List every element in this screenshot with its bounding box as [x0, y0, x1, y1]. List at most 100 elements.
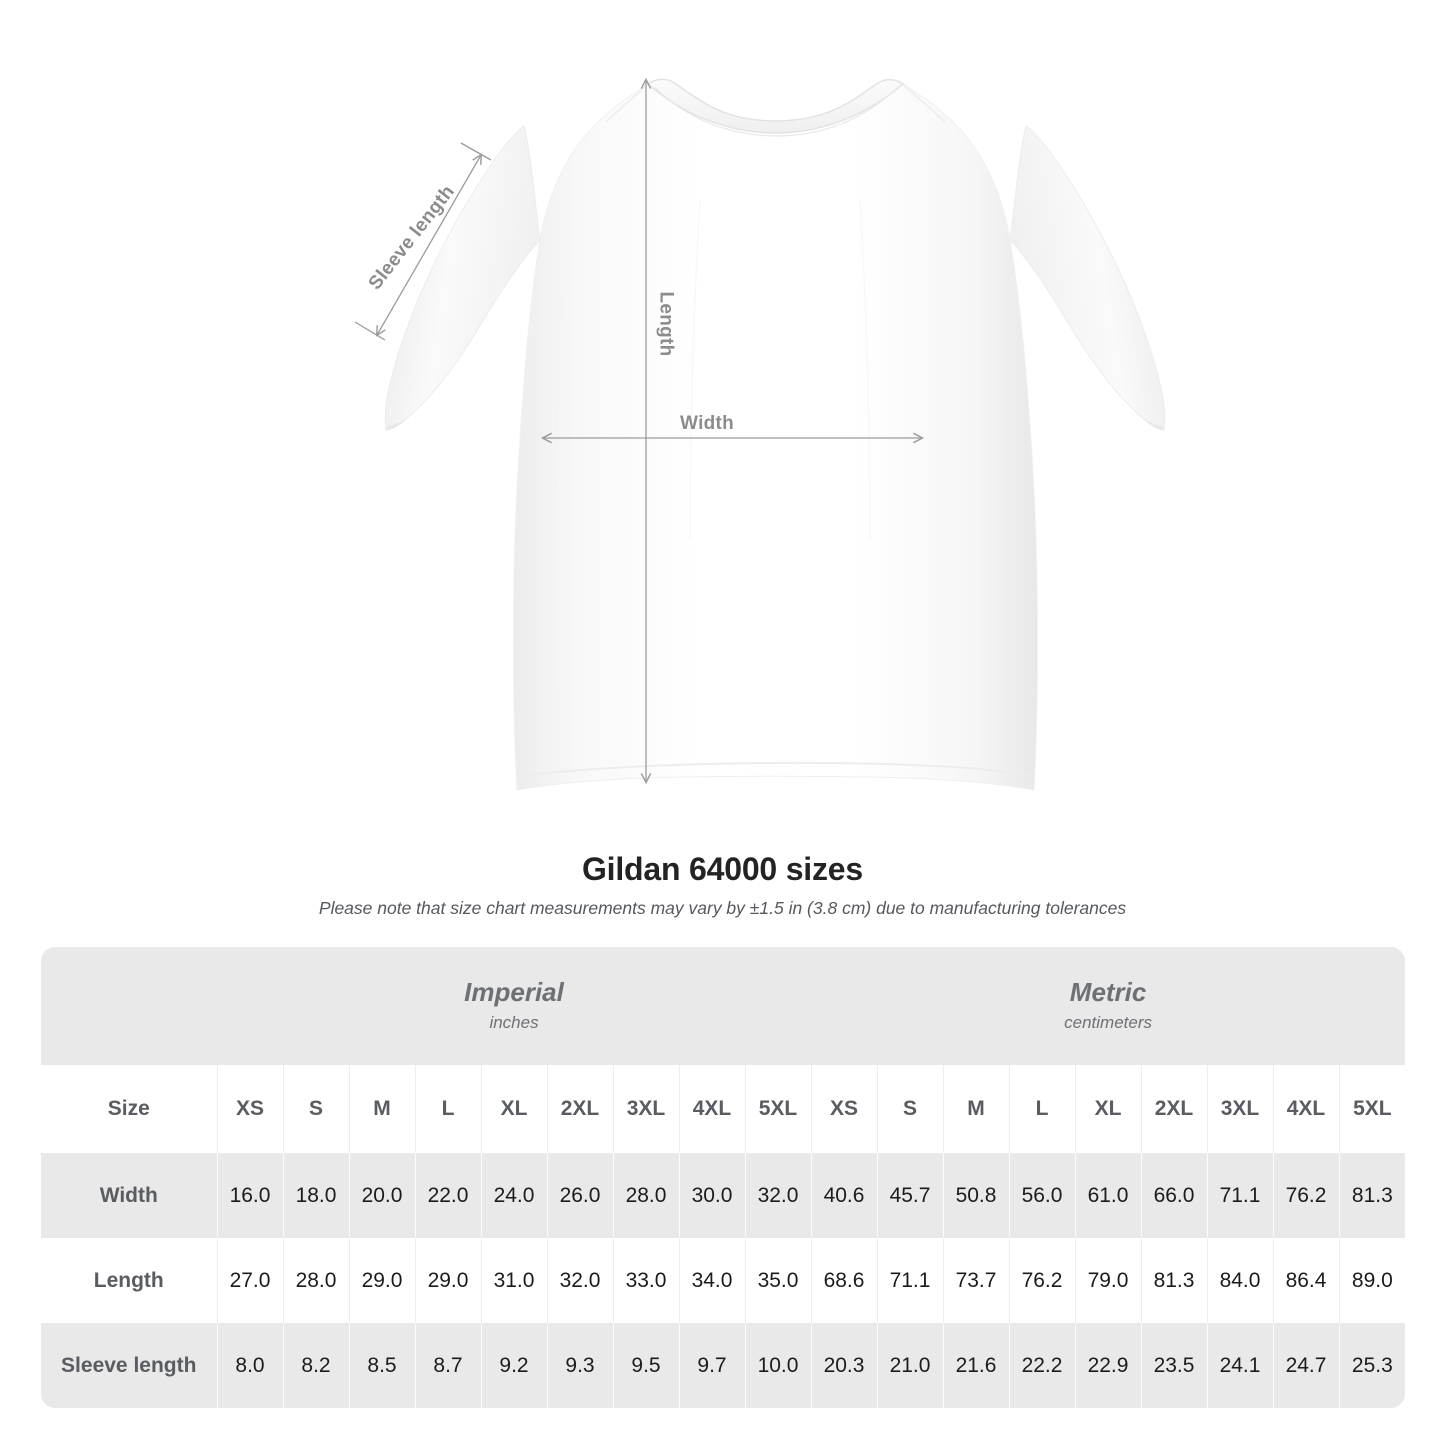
size-column-header: M: [348, 1065, 415, 1153]
table-cell: 9.2: [480, 1323, 547, 1408]
table-cell: 86.4: [1272, 1238, 1340, 1323]
row-label: Length: [41, 1238, 217, 1323]
table-cell: 16.0: [216, 1153, 283, 1238]
table-cell: 24.0: [480, 1153, 547, 1238]
shirt-left-sleeve: [384, 125, 541, 431]
unit-group-metric-sub: centimeters: [1064, 1013, 1153, 1033]
row-label: Width: [41, 1153, 217, 1238]
table-cell: 28.0: [612, 1153, 679, 1238]
table-cell: 21.6: [942, 1323, 1010, 1408]
table-cell: 71.1: [876, 1238, 944, 1323]
table-cell: 81.3: [1140, 1238, 1208, 1323]
table-cell: 26.0: [546, 1153, 613, 1238]
size-column-header: L: [1008, 1065, 1076, 1153]
length-label: Length: [655, 291, 677, 357]
size-column-header: M: [942, 1065, 1010, 1153]
table-row: Length 27.0 28.0 29.0 29.0 31.0 32.0 33.0 34.0 3…: [41, 1238, 1406, 1323]
size-column-header: XL: [1074, 1065, 1142, 1153]
shirt-right-sleeve: [1009, 125, 1166, 431]
table-cell: 20.3: [810, 1323, 878, 1408]
table-cell: 40.6: [810, 1153, 878, 1238]
size-column-header: S: [282, 1065, 349, 1153]
size-column-header: 3XL: [1206, 1065, 1274, 1153]
size-column-header: 4XL: [678, 1065, 745, 1153]
table-cell: 21.0: [876, 1323, 944, 1408]
size-column-header: S: [876, 1065, 944, 1153]
size-chart-table-wrapper: Imperial inches Metric centimeters Size …: [41, 947, 1406, 1408]
table-cell: 76.2: [1272, 1153, 1340, 1238]
shirt-collar: [646, 78, 905, 137]
table-cell: 29.0: [348, 1238, 415, 1323]
table-cell: 10.0: [744, 1323, 812, 1408]
table-cell: 76.2: [1008, 1238, 1076, 1323]
table-cell: 89.0: [1338, 1238, 1406, 1323]
size-column-header: L: [414, 1065, 481, 1153]
size-header-label: Size: [41, 1065, 217, 1153]
unit-group-imperial-sub: inches: [489, 1013, 539, 1033]
tshirt-diagram: Sleeve length Length Width: [354, 77, 1166, 791]
table-cell: 28.0: [282, 1238, 349, 1323]
table-row: Width 16.0 18.0 20.0 22.0 24.0 26.0 28.0 30.0 32…: [41, 1153, 1406, 1238]
table-cell: 30.0: [678, 1153, 745, 1238]
table-cell: 22.0: [414, 1153, 481, 1238]
table-cell: 9.5: [612, 1323, 679, 1408]
table-cell: 8.7: [414, 1323, 481, 1408]
table-cell: 25.3: [1338, 1323, 1406, 1408]
table-cell: 23.5: [1140, 1323, 1208, 1408]
shirt-body-shape: [512, 83, 1039, 791]
table-cell: 56.0: [1008, 1153, 1076, 1238]
table-cell: 24.1: [1206, 1323, 1274, 1408]
table-cell: 29.0: [414, 1238, 481, 1323]
table-cell: 50.8: [942, 1153, 1010, 1238]
unit-corner-spacer: [41, 947, 217, 1065]
table-cell: 84.0: [1206, 1238, 1274, 1323]
table-cell: 8.2: [282, 1323, 349, 1408]
table-cell: 35.0: [744, 1238, 812, 1323]
unit-group-imperial-name: Imperial: [464, 976, 564, 1007]
row-label: Sleeve length: [41, 1323, 217, 1408]
width-label: Width: [680, 413, 735, 434]
table-cell: 22.2: [1008, 1323, 1076, 1408]
size-column-header: 5XL: [744, 1065, 812, 1153]
table-cell: 27.0: [216, 1238, 283, 1323]
unit-group-header-row: Imperial inches Metric centimeters: [41, 947, 1406, 1065]
table-cell: 34.0: [678, 1238, 745, 1323]
size-column-header: 4XL: [1272, 1065, 1340, 1153]
shirt-hem: [519, 761, 1033, 777]
table-cell: 66.0: [1140, 1153, 1208, 1238]
table-cell: 79.0: [1074, 1238, 1142, 1323]
sleeve-length-arrow: [354, 142, 492, 341]
table-cell: 81.3: [1338, 1153, 1406, 1238]
table-cell: 20.0: [348, 1153, 415, 1238]
table-cell: 9.3: [546, 1323, 613, 1408]
table-cell: 32.0: [546, 1238, 613, 1323]
table-cell: 18.0: [282, 1153, 349, 1238]
table-cell: 45.7: [876, 1153, 944, 1238]
size-column-header: 3XL: [612, 1065, 679, 1153]
table-cell: 32.0: [744, 1153, 812, 1238]
table-cell: 68.6: [810, 1238, 878, 1323]
page-title: Gildan 64000 sizes: [581, 851, 863, 887]
size-chart-table: Imperial inches Metric centimeters Size …: [41, 947, 1406, 1408]
table-cell: 33.0: [612, 1238, 679, 1323]
table-cell: 8.0: [216, 1323, 283, 1408]
size-column-header: XS: [810, 1065, 878, 1153]
tolerance-note: Please note that size chart measurements…: [318, 898, 1127, 918]
table-cell: 31.0: [480, 1238, 547, 1323]
table-cell: 24.7: [1272, 1323, 1340, 1408]
size-column-header: 2XL: [1140, 1065, 1208, 1153]
table-cell: 8.5: [348, 1323, 415, 1408]
size-column-header: 2XL: [546, 1065, 613, 1153]
table-cell: 9.7: [678, 1323, 745, 1408]
unit-group-metric: Metric centimeters: [811, 947, 1406, 1065]
table-row: Sleeve length 8.0 8.2 8.5 8.7 9.2 9.3 9.5 9.7 10…: [41, 1323, 1406, 1408]
unit-group-imperial: Imperial inches: [217, 947, 812, 1065]
tshirt-illustration: [354, 77, 1166, 791]
size-header-row: Size XS S M L XL 2XL 3XL 4XL 5XL XS S M L XL 2XL 3XL 4XL…: [41, 1065, 1406, 1153]
size-column-header: 5XL: [1338, 1065, 1406, 1153]
size-column-header: XS: [216, 1065, 283, 1153]
table-cell: 73.7: [942, 1238, 1010, 1323]
table-cell: 22.9: [1074, 1323, 1142, 1408]
fabric-folds: [553, 199, 999, 691]
size-column-header: XL: [480, 1065, 547, 1153]
